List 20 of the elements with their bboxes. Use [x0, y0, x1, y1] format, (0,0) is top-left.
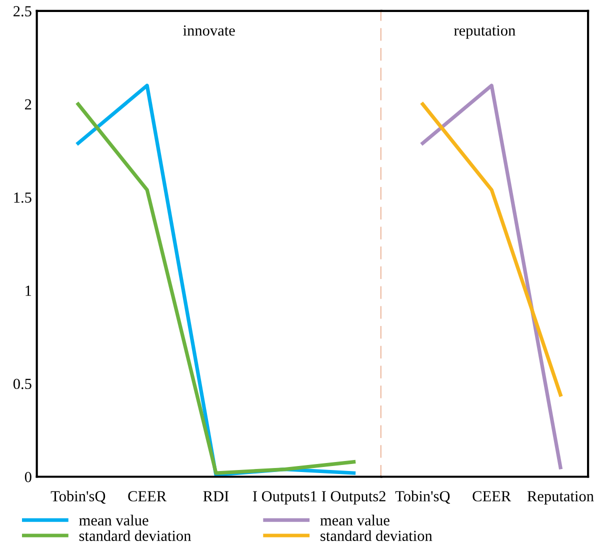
x-tick-label: RDI: [203, 491, 229, 502]
x-tick-label: I Outputs1: [252, 491, 316, 505]
y-tick-label: 2.5: [14, 6, 32, 16]
y-tick-label: 1.5: [14, 192, 32, 203]
y-tick-label: 0.5: [13, 378, 32, 390]
legend-label: standard deviation: [79, 530, 191, 541]
x-tick-label: I Outputs2: [322, 491, 386, 505]
annotation: reputation: [454, 25, 516, 39]
legend-label: mean value: [320, 514, 390, 526]
x-tick-label: Tobin'sQ: [50, 490, 106, 504]
y-tick-label: 0: [24, 472, 32, 482]
annotation: innovate: [183, 25, 235, 36]
x-tick-label: Tobin'sQ: [395, 490, 450, 504]
legend-label: mean value: [79, 514, 148, 526]
x-tick-label: CEER: [128, 491, 167, 502]
legend-label: standard deviation: [320, 530, 432, 541]
y-tick-label: 2: [25, 99, 32, 110]
y-tick-label: 1: [26, 286, 32, 296]
x-tick-label: CEER: [472, 491, 512, 502]
x-tick-label: Reputation: [527, 491, 594, 505]
